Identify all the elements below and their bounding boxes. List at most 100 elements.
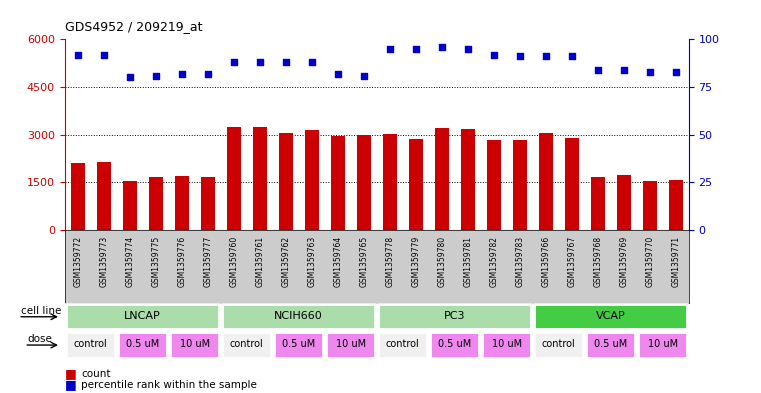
Bar xyxy=(357,135,371,230)
Bar xyxy=(409,139,423,230)
Text: count: count xyxy=(81,369,111,379)
Text: control: control xyxy=(230,340,263,349)
Bar xyxy=(565,138,579,230)
Bar xyxy=(539,133,552,230)
Text: GSM1359779: GSM1359779 xyxy=(411,236,420,287)
Text: GSM1359773: GSM1359773 xyxy=(99,236,108,287)
Point xyxy=(150,72,162,79)
Point xyxy=(618,67,630,73)
Bar xyxy=(435,128,449,230)
Bar xyxy=(460,129,475,230)
Point xyxy=(435,44,447,50)
Point xyxy=(228,59,240,65)
Text: NCIH660: NCIH660 xyxy=(274,311,323,321)
Bar xyxy=(486,140,501,230)
Point xyxy=(72,51,84,58)
Bar xyxy=(222,304,375,329)
Bar xyxy=(638,332,687,358)
Text: ■: ■ xyxy=(65,378,76,391)
Bar xyxy=(118,332,167,358)
Text: GSM1359768: GSM1359768 xyxy=(594,236,602,287)
Text: control: control xyxy=(386,340,419,349)
Bar xyxy=(430,332,479,358)
Text: GSM1359771: GSM1359771 xyxy=(671,236,680,287)
Point xyxy=(514,53,526,60)
Bar xyxy=(482,332,531,358)
Text: 0.5 uM: 0.5 uM xyxy=(126,340,159,349)
Bar xyxy=(616,175,631,230)
Bar xyxy=(201,178,215,230)
Bar xyxy=(378,304,531,329)
Bar xyxy=(253,127,267,230)
Text: GSM1359776: GSM1359776 xyxy=(177,236,186,287)
Bar xyxy=(378,332,428,358)
Text: GSM1359766: GSM1359766 xyxy=(541,236,550,287)
Text: cell line: cell line xyxy=(21,306,62,316)
Point xyxy=(670,68,682,75)
Text: GSM1359769: GSM1359769 xyxy=(619,236,628,287)
Bar xyxy=(330,136,345,230)
Bar xyxy=(586,332,635,358)
Text: 0.5 uM: 0.5 uM xyxy=(594,340,627,349)
Text: GSM1359772: GSM1359772 xyxy=(73,236,82,287)
Text: GDS4952 / 209219_at: GDS4952 / 209219_at xyxy=(65,20,202,33)
Text: GSM1359775: GSM1359775 xyxy=(151,236,160,287)
Text: 10 uM: 10 uM xyxy=(336,340,366,349)
Point xyxy=(202,70,214,77)
Text: GSM1359764: GSM1359764 xyxy=(333,236,342,287)
Text: 0.5 uM: 0.5 uM xyxy=(282,340,315,349)
Text: GSM1359767: GSM1359767 xyxy=(567,236,576,287)
Text: GSM1359782: GSM1359782 xyxy=(489,236,498,287)
Bar xyxy=(534,332,584,358)
Bar xyxy=(97,162,111,230)
Text: GSM1359777: GSM1359777 xyxy=(203,236,212,287)
Bar xyxy=(279,133,293,230)
Text: 0.5 uM: 0.5 uM xyxy=(438,340,471,349)
Point xyxy=(540,53,552,60)
Text: dose: dose xyxy=(27,334,53,344)
Bar xyxy=(534,304,687,329)
Point xyxy=(488,51,500,58)
Bar xyxy=(383,134,396,230)
Text: 10 uM: 10 uM xyxy=(648,340,678,349)
Text: VCAP: VCAP xyxy=(596,311,626,321)
Point xyxy=(462,46,474,52)
Text: 10 uM: 10 uM xyxy=(180,340,210,349)
Point xyxy=(97,51,110,58)
Text: 10 uM: 10 uM xyxy=(492,340,522,349)
Point xyxy=(306,59,318,65)
Text: GSM1359763: GSM1359763 xyxy=(307,236,316,287)
Bar xyxy=(174,176,189,230)
Point xyxy=(253,59,266,65)
Bar xyxy=(170,332,219,358)
Bar xyxy=(326,332,375,358)
Bar xyxy=(274,332,323,358)
Text: GSM1359780: GSM1359780 xyxy=(438,236,446,287)
Text: PC3: PC3 xyxy=(444,311,466,321)
Point xyxy=(384,46,396,52)
Text: GSM1359761: GSM1359761 xyxy=(255,236,264,287)
Point xyxy=(644,68,656,75)
Text: GSM1359762: GSM1359762 xyxy=(282,236,290,287)
Bar xyxy=(66,304,219,329)
Bar xyxy=(66,332,116,358)
Text: GSM1359760: GSM1359760 xyxy=(229,236,238,287)
Bar xyxy=(148,178,163,230)
Text: GSM1359774: GSM1359774 xyxy=(126,236,134,287)
Bar xyxy=(304,130,319,230)
Point xyxy=(565,53,578,60)
Bar xyxy=(669,180,683,230)
Point xyxy=(332,70,344,77)
Text: GSM1359778: GSM1359778 xyxy=(385,236,394,287)
Point xyxy=(409,46,422,52)
Point xyxy=(176,70,188,77)
Bar xyxy=(591,178,605,230)
Text: GSM1359770: GSM1359770 xyxy=(645,236,654,287)
Bar xyxy=(123,181,137,230)
Text: GSM1359765: GSM1359765 xyxy=(359,236,368,287)
Point xyxy=(123,74,135,81)
Point xyxy=(591,67,603,73)
Text: GSM1359781: GSM1359781 xyxy=(463,236,472,287)
Text: control: control xyxy=(542,340,575,349)
Point xyxy=(358,72,370,79)
